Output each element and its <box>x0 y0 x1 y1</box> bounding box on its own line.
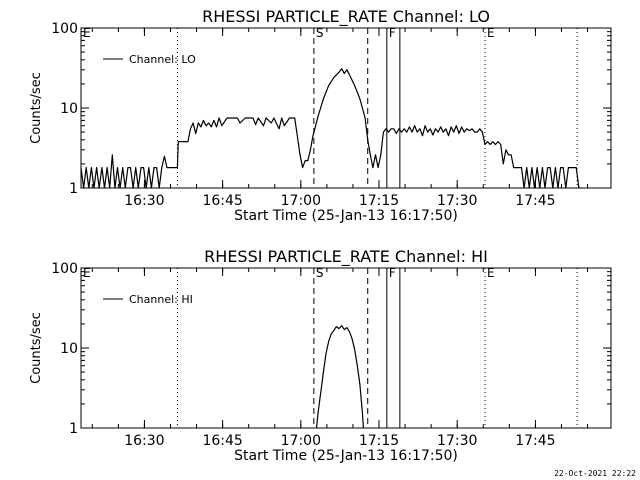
panel-1-x-tick-label: 17:15 <box>359 193 399 209</box>
panel-1-marker-label: F <box>389 26 396 40</box>
panel-1-marker-label: E <box>83 26 91 40</box>
panel-1-title: RHESSI PARTICLE_RATE Channel: LO <box>202 7 490 27</box>
panel-2-x-tick-label: 17:00 <box>281 433 321 449</box>
panel-1-legend-label: Channel: LO <box>129 53 196 66</box>
panel-2-legend-label: Channel: HI <box>129 293 193 306</box>
panel-1-y-tick-label: 10 <box>60 101 78 117</box>
panel-1-y-axis-label: Counts/sec <box>29 72 44 144</box>
panel-1-marker-label: E <box>487 26 495 40</box>
panel-2-marker-label: F <box>389 266 396 280</box>
panel-2-y-axis-label: Counts/sec <box>29 312 44 384</box>
panel-1-x-tick-label: 17:00 <box>281 193 321 209</box>
panel-2-x-tick-label: 16:30 <box>124 433 164 449</box>
panel-1-y-tick-label: 1 <box>69 181 78 197</box>
panel-2-x-tick-label: 17:45 <box>515 433 555 449</box>
panel-2-x-axis-label: Start Time (25-Jan-13 16:17:50) <box>234 448 458 464</box>
datestamp: 22-Oct-2021 22:22 <box>554 469 636 478</box>
panel-1-x-tick-label: 17:30 <box>437 193 477 209</box>
panel-2-x-tick-label: 16:45 <box>202 433 242 449</box>
panel-1-x-tick-label: 17:45 <box>515 193 555 209</box>
panel-2-marker-label: E <box>487 266 495 280</box>
panel-1-x-axis-label: Start Time (25-Jan-13 16:17:50) <box>234 208 458 224</box>
panel-1-marker-label: S <box>316 26 324 40</box>
panel-2-y-tick-label: 1 <box>69 421 78 437</box>
panel-1-x-tick-label: 16:30 <box>124 193 164 209</box>
panel-2-series-line <box>315 325 364 429</box>
panel-2-title: RHESSI PARTICLE_RATE Channel: HI <box>204 247 488 267</box>
panel-2-marker-label: S <box>316 266 324 280</box>
panel-2-y-tick-label: 100 <box>51 261 78 277</box>
panel-1-y-tick-label: 100 <box>51 21 78 37</box>
panel-2-y-tick-label: 10 <box>60 341 78 357</box>
panel-1-series-line <box>80 68 580 189</box>
panel-2-x-tick-label: 17:15 <box>359 433 399 449</box>
panel-1-plot-frame <box>80 27 612 189</box>
panel-2-x-tick-label: 17:30 <box>437 433 477 449</box>
panel-2-plot-frame <box>80 267 612 429</box>
panel-2-marker-label: E <box>83 266 91 280</box>
panel-1-x-tick-label: 16:45 <box>202 193 242 209</box>
